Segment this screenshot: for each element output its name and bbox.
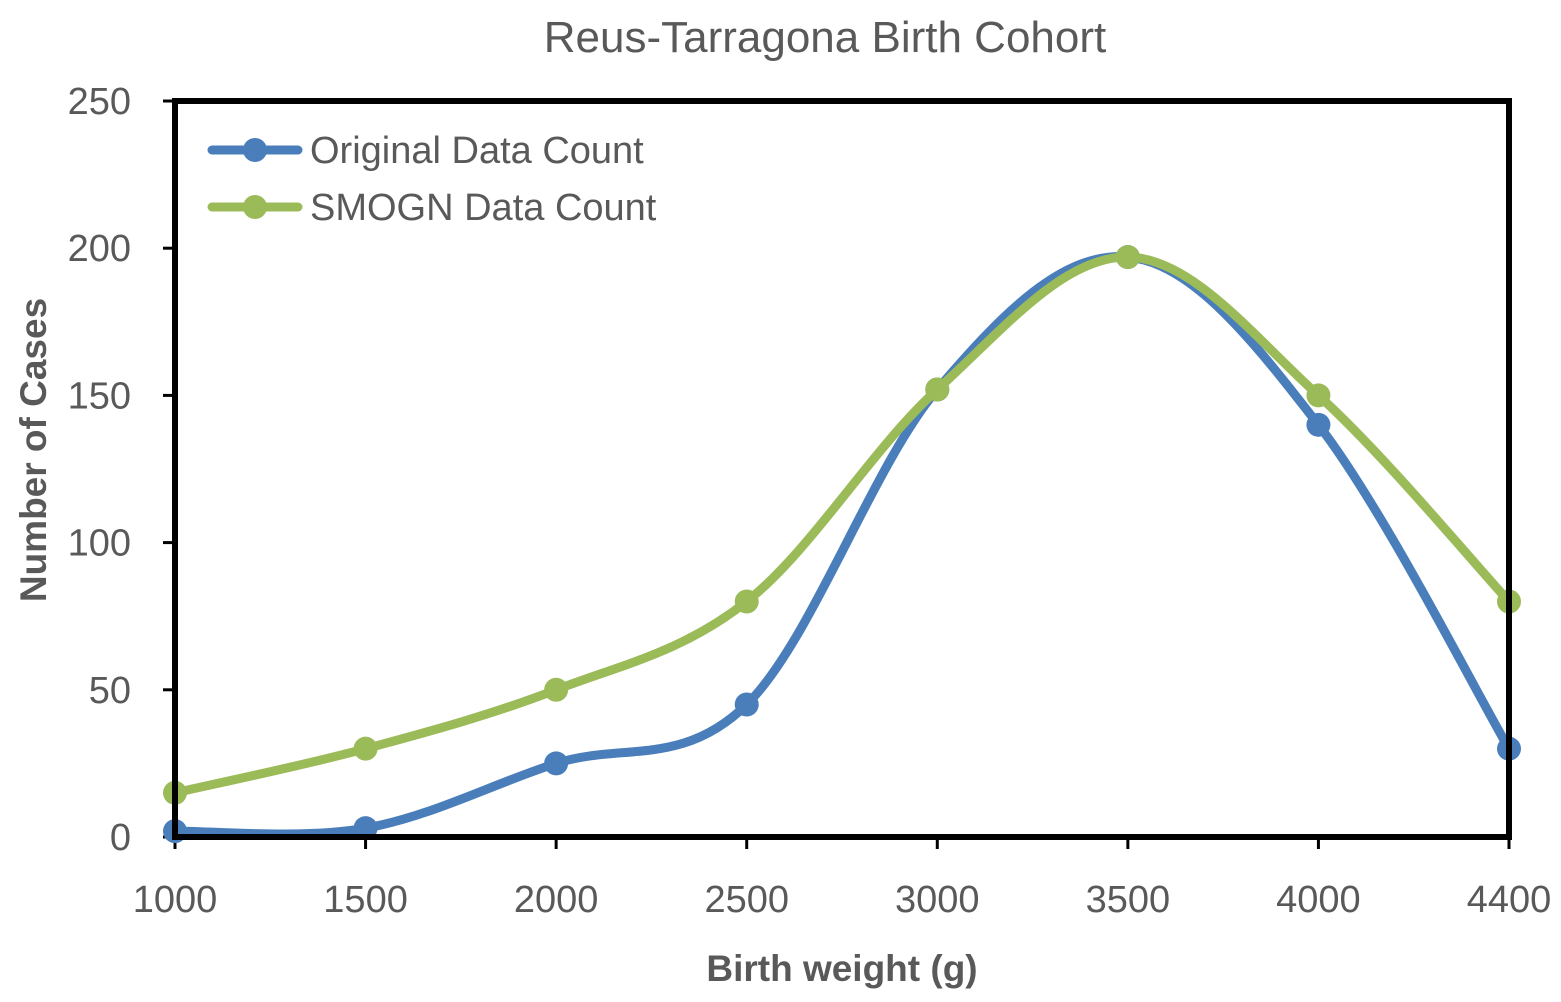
series-line — [170, 252, 1514, 798]
y-axis-ticks: 0 50 100 150 200 250 — [68, 81, 175, 859]
series-smogn-data-count — [163, 245, 1521, 805]
legend-marker — [243, 138, 267, 162]
data-point — [544, 751, 569, 776]
x-tick-label: 2000 — [514, 879, 599, 921]
y-tick-label: 250 — [68, 81, 131, 123]
chart-title: Reus-Tarragona Birth Cohort — [544, 13, 1106, 62]
y-tick-label: 150 — [68, 375, 131, 417]
data-point — [1306, 412, 1331, 437]
legend-marker — [243, 195, 267, 219]
legend: Original Data Count SMOGN Data Count — [207, 130, 657, 229]
x-tick-label: 3500 — [1086, 879, 1171, 921]
y-tick-label: 100 — [68, 523, 131, 565]
data-point — [1115, 245, 1140, 270]
x-tick-label: 1000 — [133, 879, 218, 921]
legend-label: Original Data Count — [310, 130, 644, 172]
data-point — [353, 736, 378, 761]
data-point — [544, 677, 569, 702]
plot-area-border — [172, 98, 1512, 840]
y-tick-label: 0 — [110, 817, 131, 859]
series-layer — [163, 245, 1521, 844]
legend-label: SMOGN Data Count — [310, 187, 657, 229]
x-axis-ticks: 1000 1500 2000 2500 3000 3500 4000 4400 — [133, 837, 1552, 921]
x-tick-label: 3000 — [895, 879, 980, 921]
data-point — [734, 692, 759, 717]
x-tick-label: 2500 — [704, 879, 789, 921]
y-tick-label: 50 — [89, 670, 131, 712]
x-tick-label: 4400 — [1467, 879, 1552, 921]
y-axis-title: Number of Cases — [13, 298, 54, 602]
data-point — [1306, 383, 1331, 408]
x-axis-title: Birth weight (g) — [706, 948, 977, 989]
x-tick-label: 4000 — [1276, 879, 1361, 921]
data-point — [925, 377, 950, 402]
data-point — [734, 589, 759, 614]
x-tick-label: 1500 — [323, 879, 408, 921]
y-tick-label: 200 — [68, 228, 131, 270]
